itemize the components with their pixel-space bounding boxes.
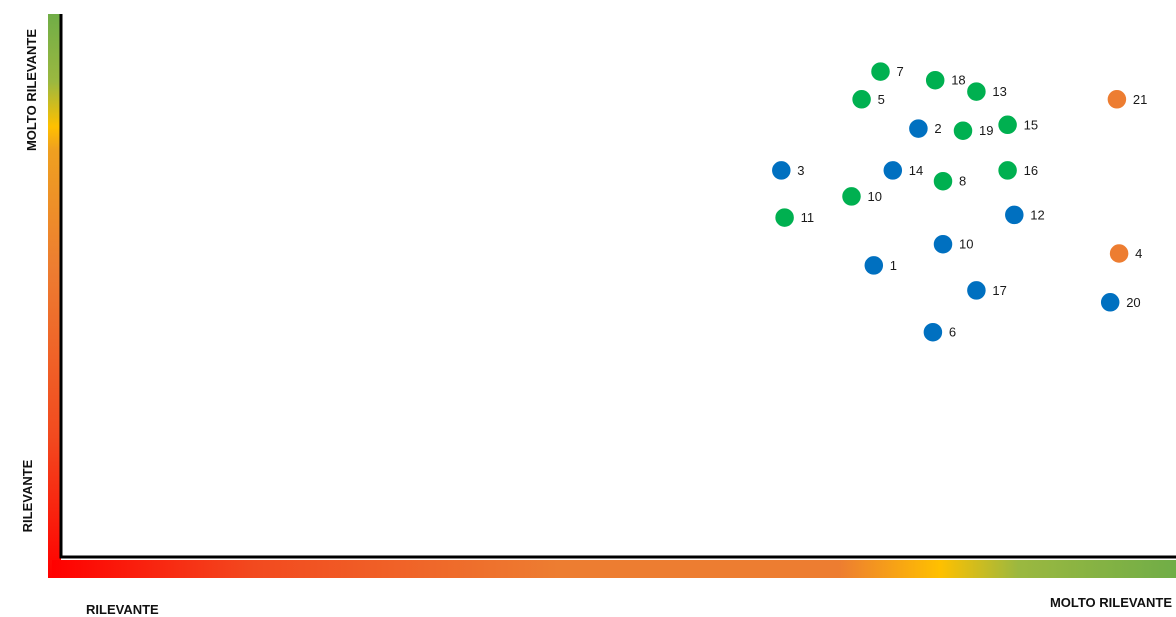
point-2-label: 2 <box>934 121 941 136</box>
point-7-label: 7 <box>897 64 904 79</box>
point-20-label: 20 <box>1126 295 1140 310</box>
point-21-marker <box>1106 88 1128 111</box>
point-19-label: 19 <box>979 123 993 138</box>
y-axis-high-label: MOLTO RILEVANTE <box>24 29 39 151</box>
point-14-marker <box>882 159 904 182</box>
point-16-label: 16 <box>1024 163 1038 178</box>
point-11-marker <box>773 206 796 229</box>
x-axis-low-label: RILEVANTE <box>86 602 159 617</box>
point-1-marker <box>863 254 885 277</box>
data-points: 7 18 13 5 21 15 2 19 3 14 16 8 10 11 12 10 4 1 17 20 6 <box>770 60 1147 343</box>
point-15-marker <box>996 114 1019 136</box>
point-3-label: 3 <box>797 163 804 178</box>
y-axis-low-label: RILEVANTE <box>20 459 35 532</box>
point-13-marker <box>965 80 988 103</box>
point-7-marker <box>869 60 892 83</box>
point-2-marker <box>907 117 930 140</box>
point-4-label: 4 <box>1135 246 1142 261</box>
point-17-marker <box>965 279 988 302</box>
point-5-label: 5 <box>878 92 885 107</box>
point-21-label: 21 <box>1133 92 1147 107</box>
point-12-marker <box>1003 204 1026 226</box>
point-13-label: 13 <box>992 84 1006 99</box>
point-10-marker <box>840 185 863 208</box>
point-17-label: 17 <box>992 283 1006 298</box>
point-20-marker <box>1099 291 1121 314</box>
point-6-label: 6 <box>949 325 956 340</box>
point-18-marker <box>924 69 946 91</box>
x-axis-gradient-bar <box>52 560 1176 578</box>
point-19-marker <box>952 119 974 142</box>
point-10-label: 10 <box>959 237 973 252</box>
point-5-marker <box>850 88 873 111</box>
point-8-marker <box>932 170 954 192</box>
y-axis-gradient-bar <box>48 14 61 578</box>
point-14-label: 14 <box>909 163 923 178</box>
point-3-marker <box>770 159 793 182</box>
point-11-label: 11 <box>801 210 815 225</box>
point-16-marker <box>996 159 1019 182</box>
point-10-label: 10 <box>868 189 882 204</box>
point-8-label: 8 <box>959 174 966 189</box>
x-axis-high-label: MOLTO RILEVANTE <box>1050 595 1172 610</box>
point-12-label: 12 <box>1030 207 1044 222</box>
point-15-label: 15 <box>1024 117 1038 132</box>
point-6-marker <box>922 321 944 343</box>
point-4-marker <box>1108 242 1130 265</box>
point-18-label: 18 <box>951 73 965 88</box>
point-1-label: 1 <box>890 258 897 273</box>
point-10-marker <box>932 233 954 255</box>
